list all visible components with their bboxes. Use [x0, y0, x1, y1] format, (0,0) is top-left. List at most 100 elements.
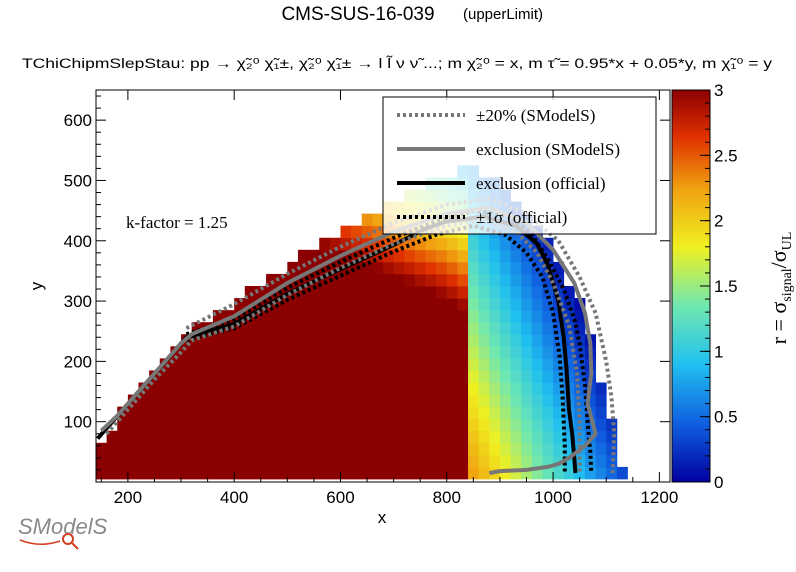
heatmap-cell: [489, 382, 500, 394]
heatmap-cell: [511, 382, 522, 394]
heatmap-cell: [287, 370, 298, 382]
heatmap-cell: [330, 431, 341, 443]
heatmap-cell: [309, 310, 320, 322]
heatmap-cell: [383, 274, 394, 286]
heatmap-cell: [404, 395, 415, 407]
heatmap-cell: [192, 431, 203, 443]
heatmap-cell: [245, 419, 256, 431]
heatmap-cell: [351, 395, 362, 407]
heatmap-cell: [394, 298, 405, 310]
heatmap-cell: [542, 346, 553, 358]
legend: ±20% (SModelS)exclusion (SModelS)exclusi…: [383, 97, 656, 234]
heatmap-cell: [426, 382, 437, 394]
heatmap-cell: [245, 334, 256, 346]
heatmap-cell: [415, 443, 426, 455]
heatmap-cell: [309, 395, 320, 407]
heatmap-cell: [340, 226, 351, 238]
heatmap-cell: [362, 455, 373, 467]
heatmap-cell: [224, 395, 235, 407]
heatmap-cell: [500, 382, 511, 394]
heatmap-cell: [447, 322, 458, 334]
heatmap-cell: [394, 431, 405, 443]
k-factor-label: k-factor = 1.25: [126, 213, 228, 232]
heatmap-cell: [532, 395, 543, 407]
heatmap-cell: [319, 370, 330, 382]
heatmap-cell: [372, 382, 383, 394]
heatmap-cell: [404, 286, 415, 298]
heatmap-cell: [202, 346, 213, 358]
heatmap-cell: [383, 262, 394, 274]
heatmap-cell: [149, 431, 160, 443]
heatmap-cell: [319, 334, 330, 346]
heatmap-cell: [383, 370, 394, 382]
heatmap-cell: [255, 322, 266, 334]
heatmap-cell: [383, 467, 394, 479]
heatmap-cell: [606, 467, 617, 479]
heatmap-cell: [500, 431, 511, 443]
heatmap-cell: [436, 467, 447, 479]
heatmap-cell: [298, 250, 309, 262]
heatmap-cell: [362, 274, 373, 286]
heatmap-cell: [489, 298, 500, 310]
heatmap-cell: [234, 346, 245, 358]
heatmap-cell: [351, 467, 362, 479]
heatmap-cell: [351, 431, 362, 443]
heatmap-cell: [457, 250, 468, 262]
heatmap-cell: [298, 310, 309, 322]
heatmap-cell: [340, 395, 351, 407]
logo-swoosh-icon: [20, 540, 60, 544]
x-tick-label: 1000: [534, 488, 572, 507]
heatmap-cell: [404, 370, 415, 382]
heatmap-cell: [436, 322, 447, 334]
heatmap-cell: [192, 419, 203, 431]
heatmap-cell: [340, 407, 351, 419]
heatmap-cell: [372, 431, 383, 443]
heatmap-cell: [192, 467, 203, 479]
heatmap-cell: [511, 443, 522, 455]
heatmap-cell: [309, 370, 320, 382]
heatmap-cell: [202, 455, 213, 467]
heatmap-cell: [330, 370, 341, 382]
legend-entry-label: ±1σ (official): [476, 208, 567, 227]
heatmap-cell: [426, 407, 437, 419]
heatmap-cell: [447, 310, 458, 322]
heatmap-cell: [542, 334, 553, 346]
heatmap-cell: [309, 298, 320, 310]
heatmap-cell: [319, 395, 330, 407]
heatmap-cell: [383, 358, 394, 370]
heatmap-cell: [330, 358, 341, 370]
heatmap-cell: [372, 334, 383, 346]
heatmap-cell: [436, 274, 447, 286]
heatmap-cell: [404, 431, 415, 443]
heatmap-cell: [362, 298, 373, 310]
heatmap-cell: [330, 467, 341, 479]
heatmap-cell: [489, 286, 500, 298]
heatmap-cell: [404, 298, 415, 310]
heatmap-cell: [160, 419, 171, 431]
heatmap-cell: [362, 214, 373, 226]
heatmap-cell: [309, 346, 320, 358]
heatmap-cell: [404, 346, 415, 358]
heatmap-cell: [298, 346, 309, 358]
heatmap-cell: [457, 334, 468, 346]
heatmap-cell: [596, 419, 607, 431]
heatmap-cell: [372, 455, 383, 467]
heatmap-cell: [266, 322, 277, 334]
heatmap-cell: [117, 467, 128, 479]
heatmap-cell: [351, 419, 362, 431]
heatmap-cell: [500, 455, 511, 467]
heatmap-cell: [436, 407, 447, 419]
heatmap-cell: [457, 310, 468, 322]
heatmap-cell: [330, 322, 341, 334]
heatmap-cell: [542, 443, 553, 455]
heatmap-cell: [500, 274, 511, 286]
heatmap-cell: [521, 395, 532, 407]
heatmap-cell: [372, 407, 383, 419]
heatmap-cell: [181, 419, 192, 431]
heatmap-cell: [372, 286, 383, 298]
heatmap-cell: [266, 455, 277, 467]
y-axis-label: y: [27, 281, 46, 290]
heatmap-cell: [245, 346, 256, 358]
heatmap-cell: [319, 419, 330, 431]
heatmap-cell: [532, 443, 543, 455]
